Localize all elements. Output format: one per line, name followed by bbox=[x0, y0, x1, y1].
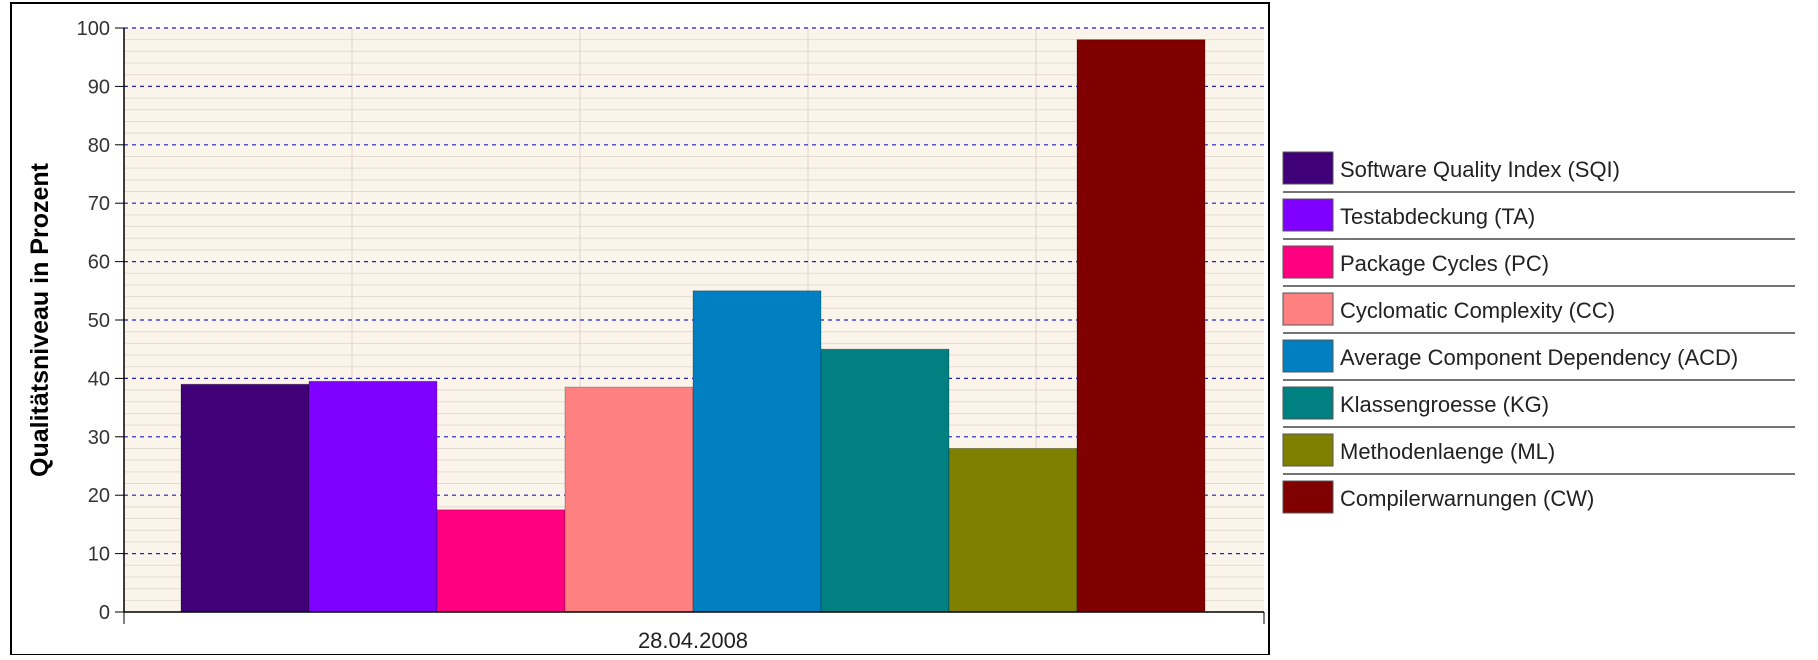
legend-label-7: Methodenlaenge (ML) bbox=[1340, 439, 1555, 464]
bar-8 bbox=[1076, 39, 1206, 613]
y-axis-label: Qualitätsniveau in Prozent bbox=[26, 162, 54, 477]
y-tick-label: 90 bbox=[88, 76, 110, 98]
bar-5 bbox=[692, 290, 822, 613]
legend-swatch-8 bbox=[1282, 480, 1334, 514]
y-tick-label: 70 bbox=[88, 193, 110, 215]
y-tick-label: 0 bbox=[99, 602, 110, 624]
x-categories: 28.04.2008 bbox=[638, 628, 748, 653]
legend-swatch-6 bbox=[1282, 386, 1334, 420]
legend-swatch-2 bbox=[1282, 198, 1334, 232]
legend-label-4: Cyclomatic Complexity (CC) bbox=[1340, 298, 1615, 323]
bars bbox=[180, 39, 1206, 613]
y-tick-label: 80 bbox=[88, 135, 110, 157]
y-tick-label: 40 bbox=[88, 368, 110, 390]
legend-label-3: Package Cycles (PC) bbox=[1340, 251, 1549, 276]
legend-swatch-1 bbox=[1282, 151, 1334, 185]
bar-4 bbox=[564, 386, 694, 613]
legend-swatch-7 bbox=[1282, 433, 1334, 467]
legend: Software Quality Index (SQI) Testabdeckun… bbox=[1282, 151, 1795, 514]
legend-swatch-3 bbox=[1282, 245, 1334, 279]
bar-7 bbox=[948, 447, 1078, 613]
legend-label-8: Compilerwarnungen (CW) bbox=[1340, 486, 1594, 511]
legend-label-6: Klassengroesse (KG) bbox=[1340, 392, 1549, 417]
legend-swatch-5 bbox=[1282, 339, 1334, 373]
y-tick-label: 30 bbox=[88, 427, 110, 449]
legend-label-5: Average Component Dependency (ACD) bbox=[1340, 345, 1738, 370]
y-ticks: 0 10 20 30 40 50 60 70 80 90 100 bbox=[77, 18, 124, 624]
bar-2 bbox=[308, 380, 438, 613]
legend-label-1: Software Quality Index (SQI) bbox=[1340, 157, 1620, 182]
legend-swatch-4 bbox=[1282, 292, 1334, 326]
bar-1 bbox=[180, 383, 310, 613]
x-category-label: 28.04.2008 bbox=[638, 628, 748, 653]
y-tick-label: 10 bbox=[88, 544, 110, 566]
y-tick-label: 50 bbox=[88, 310, 110, 332]
y-tick-label: 20 bbox=[88, 485, 110, 507]
y-tick-label: 60 bbox=[88, 252, 110, 274]
bar-3 bbox=[436, 509, 566, 613]
legend-label-2: Testabdeckung (TA) bbox=[1340, 204, 1535, 229]
y-tick-label: 100 bbox=[77, 18, 110, 40]
bar-6 bbox=[820, 348, 950, 613]
